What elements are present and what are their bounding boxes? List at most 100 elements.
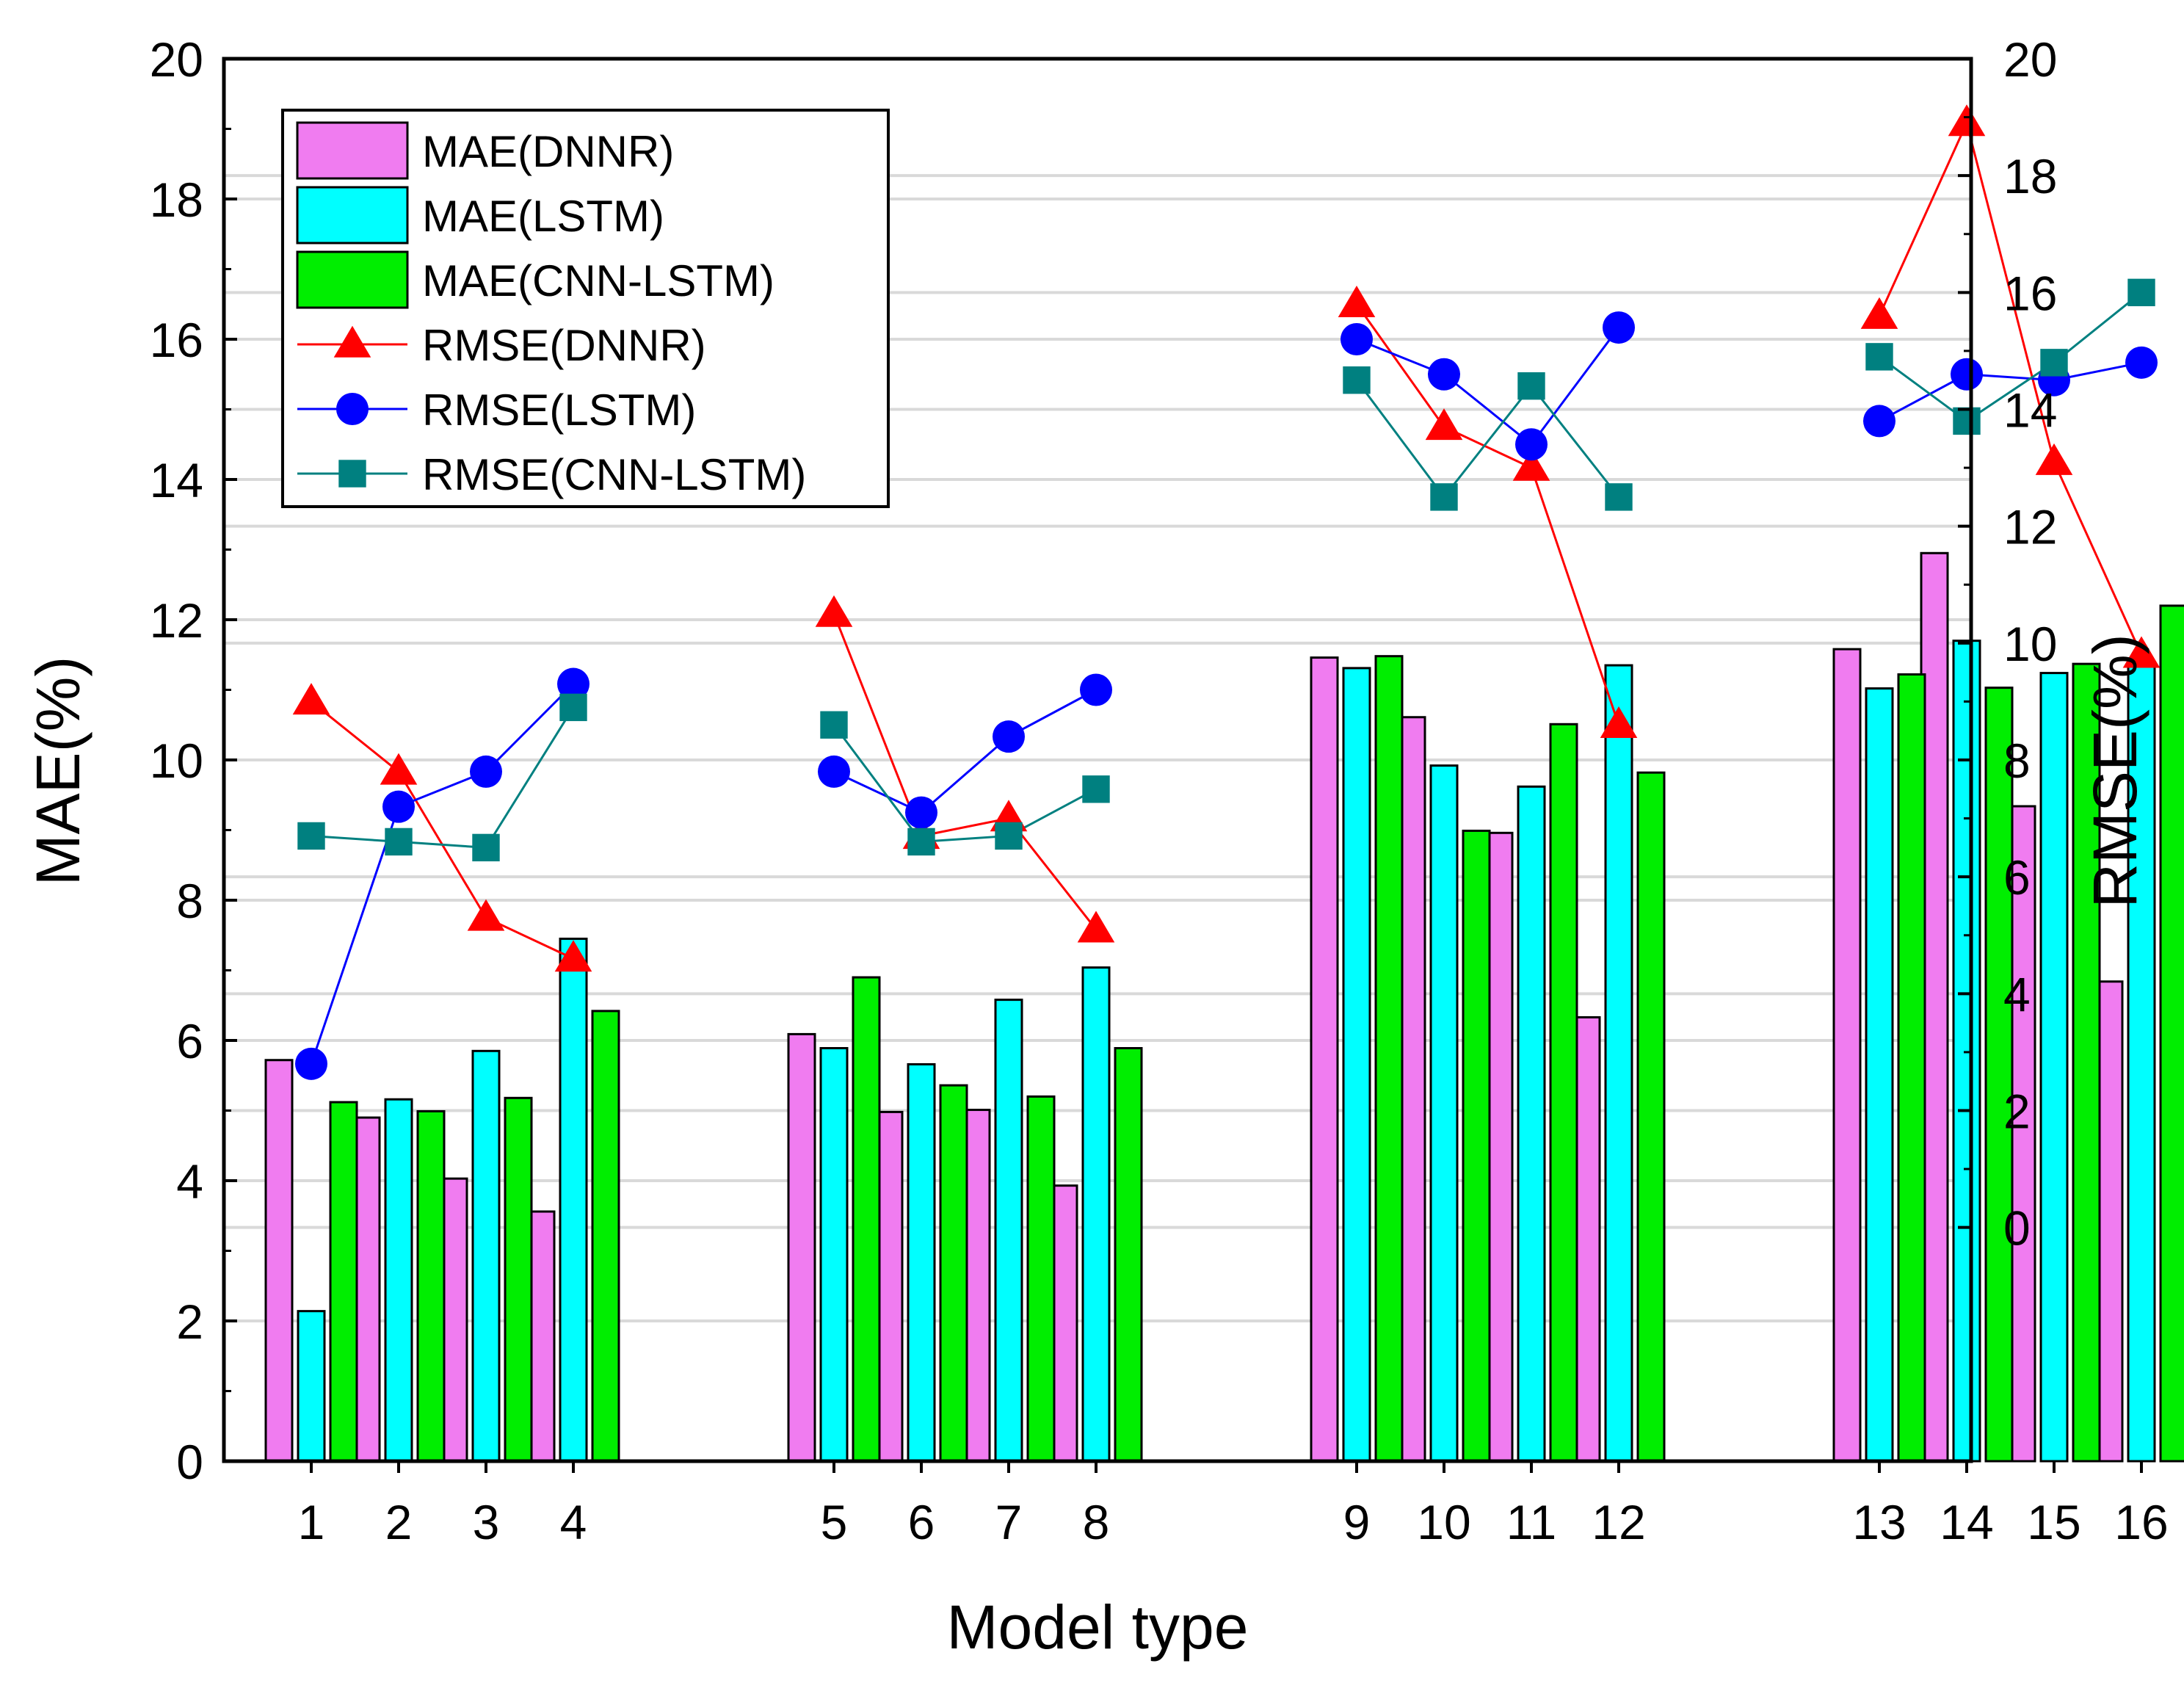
left-tick-label: 6	[176, 1014, 203, 1068]
right-tick-label: 0	[2003, 1201, 2031, 1256]
point-rmse-cnn-lstm-7	[995, 822, 1023, 850]
right-tick-label: 12	[2003, 500, 2057, 554]
bar-mae-cnn-lstm-1	[329, 1101, 358, 1463]
line-rmse-cnn-lstm-group2	[832, 724, 1097, 843]
legend-label: RMSE(CNN-LSTM)	[422, 450, 806, 499]
bar-mae-lstm-13	[1865, 687, 1894, 1463]
x-tick-label: 5	[821, 1495, 848, 1549]
series-markers	[292, 104, 2161, 1080]
line-rmse-dnnr-group4	[1878, 120, 2143, 656]
bar-mae-lstm-14	[1952, 640, 1981, 1463]
bar-mae-cnn-lstm-11	[1549, 723, 1578, 1463]
point-rmse-lstm-2	[382, 790, 415, 823]
point-rmse-cnn-lstm-14	[1953, 407, 1981, 435]
x-tick-label: 8	[1083, 1495, 1110, 1549]
y-axis-right-label: RMSE(%)	[2080, 634, 2149, 908]
bar-mae-cnn-lstm-15	[2072, 662, 2101, 1463]
line-rmse-cnn-lstm-group1	[311, 706, 575, 849]
right-tick-label: 10	[2003, 617, 2057, 671]
x-tick-label: 16	[2114, 1495, 2168, 1549]
bar-mae-lstm-8	[1081, 966, 1111, 1463]
left-tick-label: 10	[150, 734, 203, 788]
bar-mae-lstm-1	[297, 1310, 326, 1463]
point-rmse-dnnr-5	[815, 595, 853, 627]
bar-mae-cnn-lstm-4	[591, 1010, 620, 1463]
point-rmse-cnn-lstm-5	[820, 711, 848, 739]
bar-mae-lstm-12	[1604, 664, 1633, 1463]
point-rmse-dnnr-10	[1425, 408, 1463, 441]
point-rmse-dnnr-11	[1512, 449, 1550, 481]
x-tick-label: 1	[298, 1495, 325, 1549]
point-rmse-cnn-lstm-13	[1865, 343, 1893, 371]
bar-mae-cnn-lstm-9	[1374, 655, 1404, 1463]
bar-mae-lstm-4	[559, 938, 588, 1463]
point-rmse-lstm-16	[2125, 346, 2158, 379]
bar-mae-lstm-9	[1342, 667, 1371, 1463]
legend-label: RMSE(LSTM)	[422, 385, 696, 435]
bar-mae-cnn-lstm-13	[1897, 673, 1926, 1463]
point-rmse-cnn-lstm-9	[1343, 366, 1371, 394]
line-rmse-lstm-group4	[1879, 361, 2142, 422]
right-tick-label: 20	[2003, 32, 2057, 87]
bar-mae-cnn-lstm-12	[1636, 771, 1666, 1463]
point-rmse-lstm-14	[1951, 358, 1983, 391]
x-tick-label: 15	[2027, 1495, 2080, 1549]
bar-mae-lstm-15	[2039, 672, 2069, 1463]
point-rmse-dnnr-3	[467, 899, 505, 931]
point-rmse-cnn-lstm-10	[1430, 483, 1458, 511]
point-rmse-lstm-11	[1515, 428, 1548, 461]
legend: MAE(DNNR) MAE(LSTM) MAE(CNN-LSTM) RMSE(DNNR…	[281, 109, 890, 508]
point-rmse-dnnr-12	[1600, 706, 1638, 738]
line-rmse-cnn-lstm-group3	[1355, 379, 1620, 499]
point-rmse-lstm-10	[1428, 358, 1460, 391]
x-tick-label: 10	[1417, 1495, 1470, 1549]
legend-label: MAE(LSTM)	[422, 192, 664, 241]
bar-mae-cnn-lstm-7	[1026, 1095, 1056, 1463]
bar-mae-lstm-3	[471, 1049, 501, 1463]
bar-mae-cnn-lstm-10	[1462, 829, 1491, 1463]
point-rmse-dnnr-16	[2122, 636, 2161, 668]
legend-marker	[338, 460, 366, 488]
left-tick-label: 0	[176, 1435, 203, 1489]
point-rmse-dnnr-13	[1860, 297, 1898, 329]
bar-mae-cnn-lstm-5	[852, 976, 881, 1463]
point-rmse-dnnr-8	[1077, 910, 1115, 943]
point-rmse-cnn-lstm-12	[1605, 483, 1633, 511]
point-rmse-lstm-6	[905, 796, 937, 829]
point-rmse-dnnr-4	[554, 940, 592, 972]
x-tick-label: 3	[473, 1495, 500, 1549]
bars	[264, 551, 2184, 1463]
x-tick-label: 2	[385, 1495, 413, 1549]
bar-mae-lstm-10	[1429, 764, 1459, 1463]
bar-mae-cnn-lstm-8	[1114, 1047, 1143, 1463]
legend-label: MAE(DNNR)	[422, 127, 674, 176]
line-rmse-lstm-group2	[833, 689, 1097, 814]
line-rmse-dnnr-group3	[1355, 303, 1620, 725]
point-rmse-lstm-4	[557, 667, 589, 700]
point-rmse-cnn-lstm-2	[385, 828, 413, 856]
point-rmse-cnn-lstm-15	[2040, 349, 2068, 377]
bar-mae-lstm-11	[1517, 785, 1546, 1463]
bar-mae-dnnr-5	[787, 1032, 816, 1463]
point-rmse-dnnr-1	[292, 683, 330, 715]
point-rmse-dnnr-2	[380, 753, 418, 785]
point-rmse-lstm-9	[1340, 323, 1373, 355]
point-rmse-cnn-lstm-8	[1082, 775, 1110, 803]
line-rmse-lstm-group3	[1356, 327, 1620, 446]
point-rmse-dnnr-15	[2035, 443, 2073, 475]
line-rmse-lstm-group1	[310, 683, 575, 1065]
x-axis-label: Model type	[947, 1593, 1249, 1662]
right-tick-label: 4	[2003, 967, 2031, 1021]
right-tick-label: 8	[2003, 734, 2031, 788]
point-rmse-cnn-lstm-11	[1517, 372, 1545, 400]
point-rmse-dnnr-14	[1948, 104, 1986, 137]
bar-mae-cnn-lstm-16	[2159, 604, 2184, 1463]
left-tick-label: 12	[150, 593, 203, 648]
left-tick-label: 2	[176, 1294, 203, 1349]
right-tick-label: 2	[2003, 1085, 2031, 1139]
bar-mae-cnn-lstm-6	[939, 1084, 968, 1463]
bar-mae-dnnr-9	[1310, 656, 1339, 1463]
point-rmse-lstm-1	[295, 1047, 327, 1080]
y-axis-left-label: MAE(%)	[23, 656, 92, 886]
